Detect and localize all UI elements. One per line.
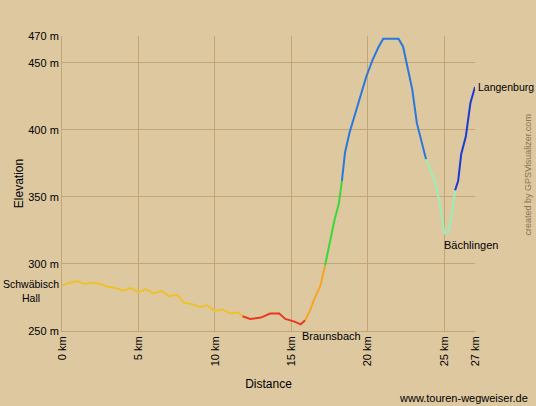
svg-text:250 m: 250 m bbox=[28, 325, 59, 337]
svg-text:400 m: 400 m bbox=[28, 124, 59, 136]
svg-text:Braunsbach: Braunsbach bbox=[302, 330, 361, 342]
svg-text:created by GPSVisualizer.com: created by GPSVisualizer.com bbox=[523, 114, 533, 235]
svg-text:Bächlingen: Bächlingen bbox=[444, 239, 498, 251]
svg-text:450 m: 450 m bbox=[28, 57, 59, 69]
svg-text:470 m: 470 m bbox=[28, 30, 59, 42]
svg-text:Langenburg: Langenburg bbox=[478, 81, 534, 93]
svg-text:25 km: 25 km bbox=[438, 336, 450, 366]
svg-text:5 km: 5 km bbox=[132, 336, 144, 360]
svg-text:10 km: 10 km bbox=[209, 336, 221, 366]
svg-text:SchwäbischHall: SchwäbischHall bbox=[3, 278, 59, 304]
svg-text:0 km: 0 km bbox=[56, 336, 68, 360]
svg-text:300 m: 300 m bbox=[28, 258, 59, 270]
svg-text:Elevation: Elevation bbox=[12, 159, 26, 208]
svg-text:27 km: 27 km bbox=[469, 336, 481, 366]
svg-text:www.touren-wegweiser.de: www.touren-wegweiser.de bbox=[399, 392, 528, 404]
svg-text:Distance: Distance bbox=[245, 377, 292, 391]
svg-text:15 km: 15 km bbox=[285, 336, 297, 366]
svg-text:350 m: 350 m bbox=[28, 191, 59, 203]
svg-text:20 km: 20 km bbox=[362, 336, 374, 366]
